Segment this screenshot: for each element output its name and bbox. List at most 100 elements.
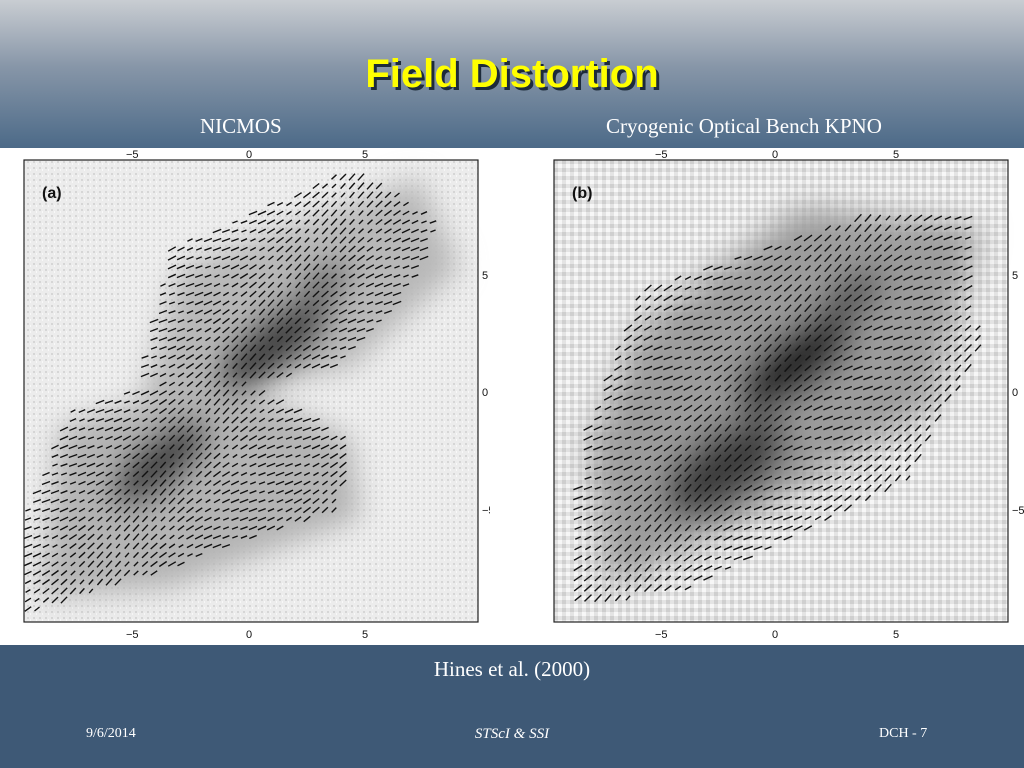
vector-tick <box>311 363 321 369</box>
vector-tick <box>329 453 339 459</box>
vector-tick <box>684 345 692 351</box>
vector-tick <box>195 265 203 269</box>
vector-tick <box>330 281 338 289</box>
vector-tick <box>231 237 239 243</box>
vector-tick <box>78 507 86 513</box>
vector-tick <box>311 444 321 450</box>
vector-tick <box>142 489 148 495</box>
vector-tick <box>755 445 761 451</box>
vector-tick <box>854 244 862 252</box>
panel-b-frame <box>553 159 1009 623</box>
vector-tick <box>357 182 365 190</box>
vector-tick <box>312 290 320 298</box>
vector-tick <box>864 435 872 441</box>
vector-tick <box>178 544 184 548</box>
vector-tick <box>357 273 365 279</box>
vector-tick <box>623 395 633 401</box>
vector-tick <box>33 526 41 530</box>
vector-tick <box>268 499 274 503</box>
vector-tick <box>594 415 602 421</box>
vector-tick <box>302 191 312 199</box>
vector-tick <box>123 488 131 496</box>
vector-tick <box>322 236 328 244</box>
vector-tick <box>603 374 613 382</box>
vector-tick <box>68 525 78 531</box>
vector-tick <box>844 465 852 471</box>
vector-tick <box>77 462 87 468</box>
vector-tick <box>764 404 772 412</box>
vector-tick <box>194 516 204 522</box>
vector-tick <box>195 443 203 451</box>
vector-tick <box>694 375 702 381</box>
vector-tick <box>584 594 592 602</box>
vector-tick <box>733 464 743 472</box>
vector-tick <box>250 318 256 324</box>
vector-tick <box>614 355 622 361</box>
vector-tick <box>295 281 301 289</box>
vector-tick <box>923 224 933 232</box>
vector-tick <box>366 209 374 217</box>
vector-tick <box>735 415 741 421</box>
vector-tick <box>151 497 157 505</box>
vector-tick <box>358 219 364 225</box>
vector-tick <box>321 336 329 342</box>
vector-tick <box>874 224 882 232</box>
vector-tick <box>133 409 139 413</box>
vector-tick <box>42 587 50 595</box>
vector-tick <box>804 435 812 441</box>
vector-tick <box>893 404 903 412</box>
vector-tick <box>302 417 312 423</box>
vector-tick <box>312 489 320 495</box>
vector-tick <box>743 535 753 541</box>
vector-tick <box>695 525 701 531</box>
vector-tick <box>365 273 375 279</box>
vector-tick <box>194 291 204 297</box>
vector-tick <box>614 515 622 521</box>
vector-tick <box>249 344 257 352</box>
vector-tick <box>285 344 293 352</box>
vector-tick <box>814 264 822 272</box>
vector-tick <box>683 375 693 381</box>
vector-tick <box>893 335 903 341</box>
vector-tick <box>705 465 711 471</box>
vector-tick <box>784 384 792 392</box>
vector-tick <box>87 516 95 522</box>
vector-tick <box>835 305 841 311</box>
vector-tick <box>348 345 356 351</box>
vector-tick <box>894 395 902 401</box>
vector-tick <box>106 542 112 550</box>
vector-tick <box>854 325 862 331</box>
vector-tick <box>294 254 302 262</box>
vector-tick <box>755 365 761 371</box>
vector-tick <box>894 474 902 482</box>
vector-tick <box>943 305 953 311</box>
vector-tick <box>863 385 873 391</box>
vector-tick <box>573 564 583 572</box>
vector-tick <box>804 415 812 421</box>
vector-tick <box>693 554 703 562</box>
vector-tick <box>295 291 301 297</box>
vector-tick <box>604 425 612 431</box>
vector-tick <box>204 256 212 260</box>
vector-tick <box>267 408 275 414</box>
vector-tick <box>665 485 671 491</box>
vector-tick <box>794 405 802 411</box>
vector-tick <box>249 281 257 289</box>
vector-tick <box>59 426 69 432</box>
vector-tick <box>339 236 347 244</box>
vector-tick <box>294 317 302 325</box>
vector-tick <box>684 504 692 512</box>
vector-tick <box>744 454 752 462</box>
vector-tick <box>124 542 130 550</box>
vector-tick <box>213 389 221 397</box>
vector-tick <box>704 404 712 412</box>
vector-tick <box>813 495 823 501</box>
vector-tick <box>204 274 212 278</box>
vector-tick <box>178 381 184 387</box>
vector-tick <box>924 355 932 361</box>
vector-tick <box>734 505 742 511</box>
vector-tick <box>304 309 310 315</box>
vector-tick <box>793 384 803 392</box>
vector-tick <box>853 454 863 462</box>
slide-title: Field Distortion <box>365 52 659 96</box>
